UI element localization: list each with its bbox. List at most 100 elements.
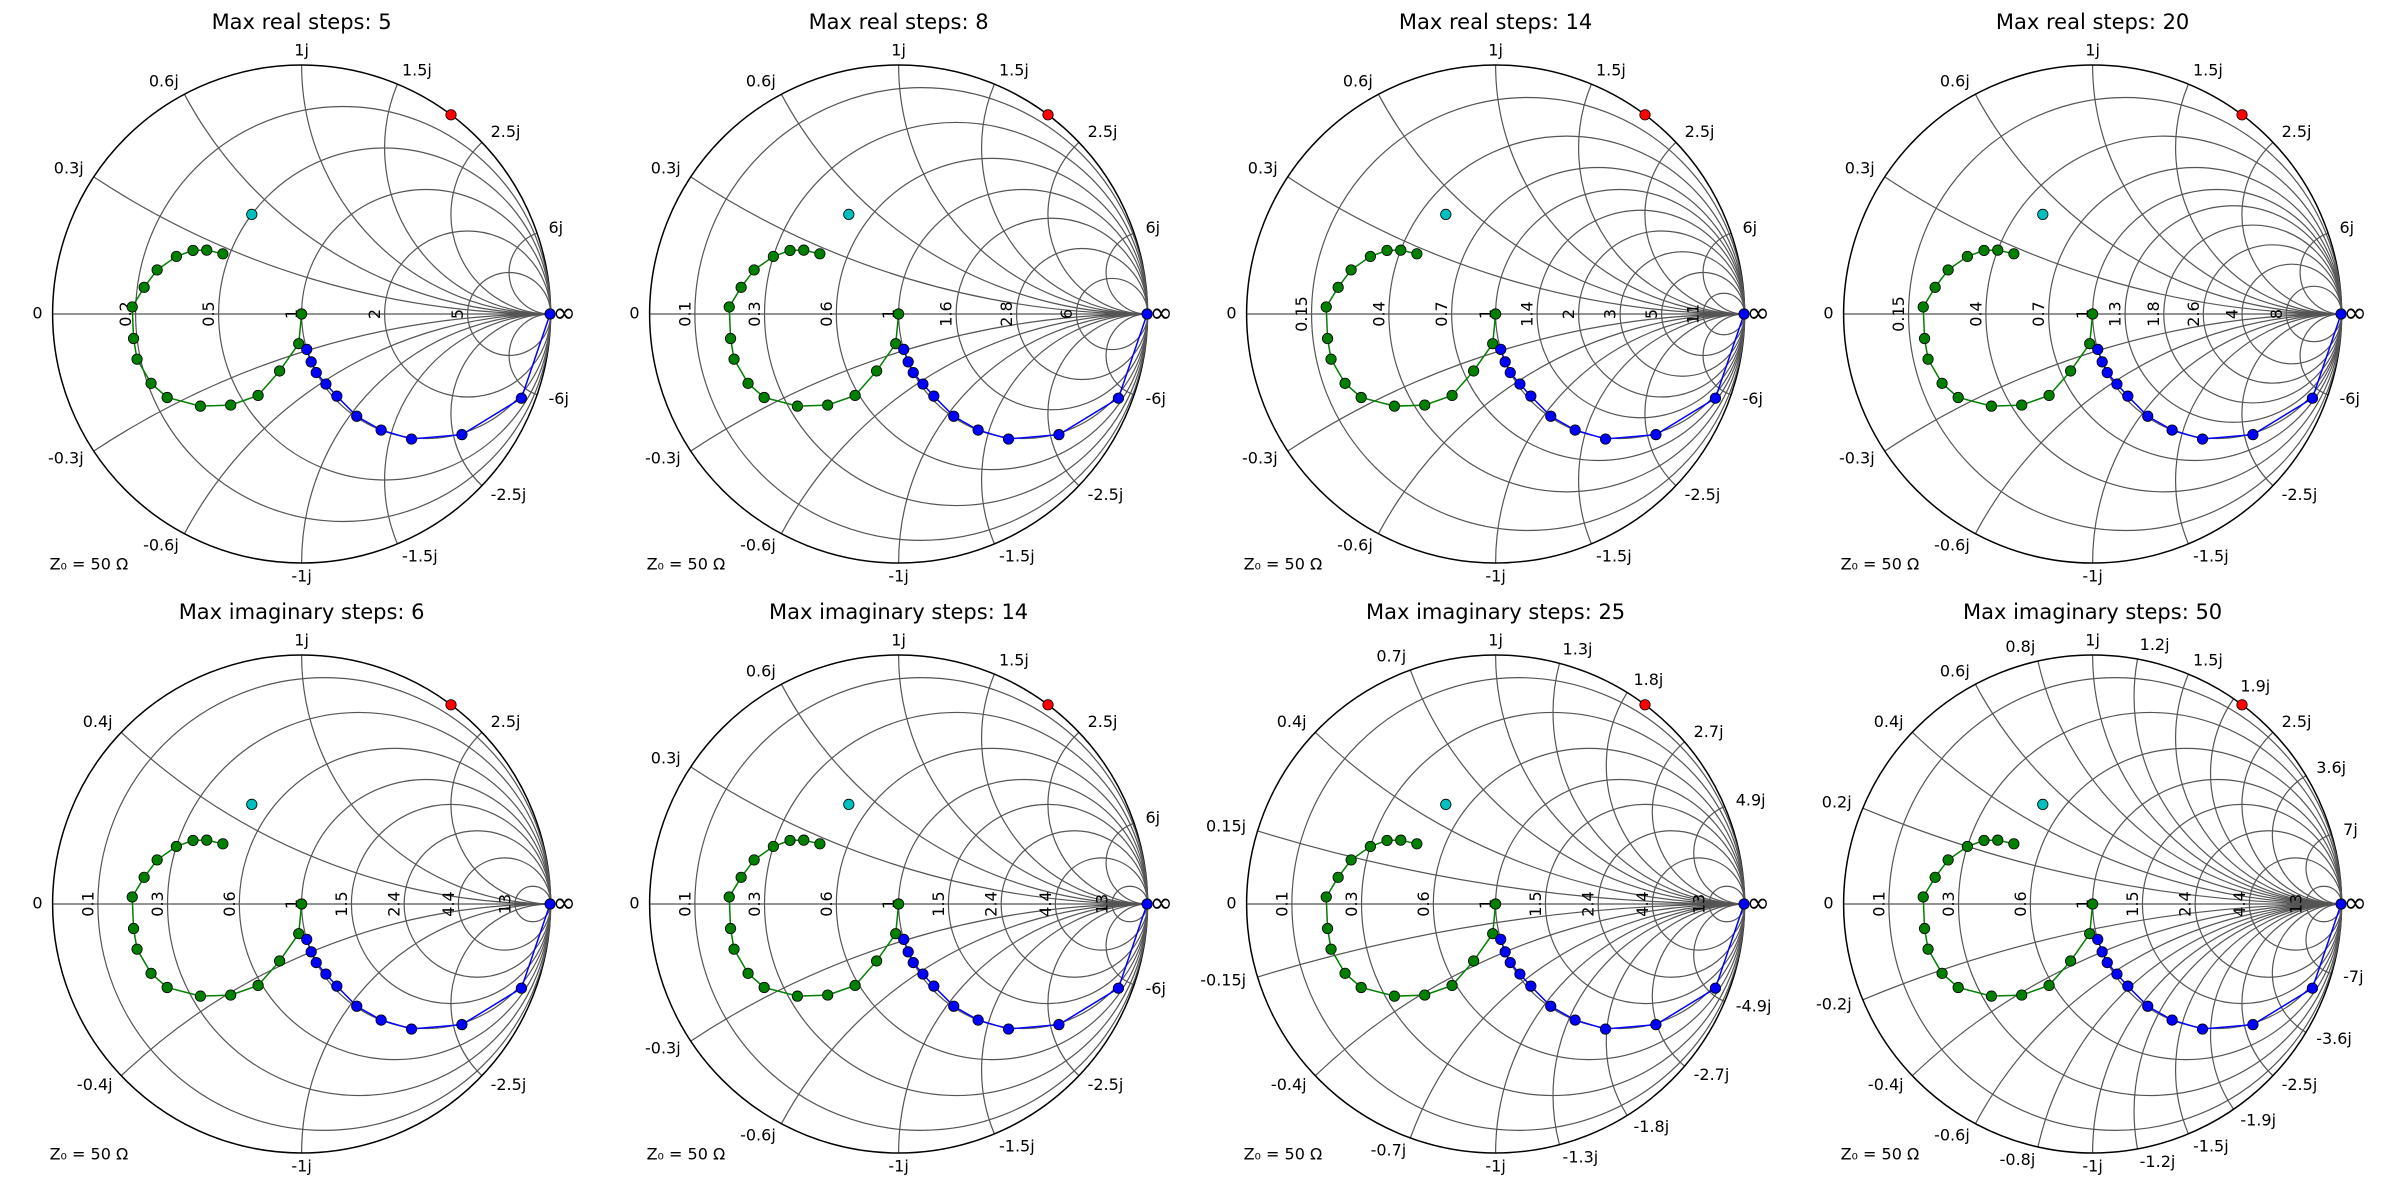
reactance-grid-line	[1047, 313, 1148, 487]
data-point	[405, 1023, 418, 1035]
data-point	[2247, 1019, 2259, 1031]
imag-tick-label: -0.6j	[740, 1126, 776, 1145]
impedance-label: Z₀ = 50 Ω	[1841, 555, 1920, 574]
reactance-grid-line	[1495, 313, 1745, 564]
data-point	[1388, 990, 1401, 1002]
data-point	[2196, 1023, 2209, 1035]
reactance-grid-line	[1314, 903, 1745, 1077]
imag-tick-label: 2.5j	[2282, 712, 2312, 731]
data-point	[310, 956, 322, 969]
data-point	[515, 392, 528, 404]
data-point	[917, 968, 929, 980]
reactance-grid-line	[2299, 313, 2342, 396]
data-point	[2142, 410, 2154, 422]
data-point	[791, 990, 804, 1002]
data-point	[1738, 308, 1750, 320]
imag-tick-label: -0.3j	[645, 448, 681, 467]
imag-tick-label: -2.5j	[491, 1075, 527, 1094]
data-point	[2111, 968, 2123, 980]
reactance-grid-line	[450, 731, 551, 905]
data-point	[1345, 264, 1357, 276]
reactance-grid-line	[690, 766, 1148, 905]
imag-tick-label: -2.5j	[2282, 485, 2318, 504]
data-point	[728, 353, 740, 365]
data-point	[252, 979, 264, 992]
reactance-grid-line	[981, 903, 1148, 1135]
real-tick-label: 1.5	[332, 891, 351, 916]
imag-tick-label: -2.5j	[1088, 1075, 1124, 1094]
imag-tick-label: 1j	[1488, 41, 1503, 60]
data-point	[274, 955, 286, 967]
data-point	[1504, 366, 1516, 379]
real-tick-label: 0.6	[220, 891, 239, 916]
data-point	[301, 933, 313, 945]
data-point	[187, 834, 199, 847]
imag-tick-label: 1j	[1488, 631, 1503, 650]
imag-tick-label: -1j	[291, 1157, 311, 1176]
real-tick-label: 0.5	[199, 301, 218, 326]
data-point	[1952, 391, 1964, 404]
imag-tick-label: -1.5j	[2193, 1136, 2229, 1155]
imag-tick-label: -1j	[888, 1157, 908, 1176]
real-tick-label: 2.4	[385, 891, 404, 916]
data-point	[972, 424, 984, 436]
reactance-grid-line	[1651, 741, 1745, 905]
data-point	[301, 343, 313, 355]
data-point	[784, 834, 796, 847]
imag-tick-label: 1.5j	[1596, 61, 1626, 80]
impedance-label: Z₀ = 50 Ω	[1244, 1145, 1323, 1164]
reactance-grid-line	[2092, 64, 2342, 315]
data-point	[2111, 378, 2123, 390]
data-point	[1992, 244, 2004, 256]
data-point	[1446, 979, 1458, 992]
reactance-grid-line	[2241, 903, 2342, 1077]
imag-tick-label: -4.9j	[1736, 997, 1772, 1016]
reactance-grid-line	[1314, 731, 1745, 905]
reactance-grid-line	[2175, 673, 2342, 905]
data-point	[351, 410, 363, 422]
reactance-grid-line	[1257, 903, 1745, 978]
data-point	[2092, 343, 2104, 355]
imag-tick-label: 0.3j	[54, 159, 84, 178]
imag-tick-label: -0.6j	[1337, 536, 1373, 555]
data-point	[2335, 898, 2347, 910]
reactance-grid-line	[301, 313, 551, 564]
imag-tick-label: 0.2j	[1822, 792, 1852, 811]
data-point	[1490, 308, 1502, 320]
imag-tick-label: 0.3j	[1248, 159, 1278, 178]
real-tick-label: 13	[1690, 894, 1709, 914]
reactance-grid-line	[2133, 658, 2342, 905]
data-point	[898, 343, 910, 355]
reactance-grid-line	[1644, 313, 1745, 487]
data-point	[2101, 956, 2113, 969]
real-tick-label: 1.3	[2106, 301, 2125, 326]
imag-tick-label: -0.4j	[1271, 1075, 1307, 1094]
data-point	[320, 968, 332, 980]
real-tick-label: 13	[1093, 894, 1112, 914]
real-tick-label: 2.4	[982, 891, 1001, 916]
reactance-grid-line	[1974, 313, 2342, 534]
data-point	[2166, 424, 2178, 436]
reactance-grid-line	[120, 731, 551, 905]
data-point	[1141, 898, 1153, 910]
data-point	[2096, 946, 2108, 958]
data-point	[948, 1000, 960, 1012]
data-point	[822, 399, 834, 411]
data-point	[1929, 281, 1941, 293]
real-tick-label: 6	[1057, 309, 1076, 319]
data-point	[1918, 922, 1931, 935]
data-point	[1929, 871, 1941, 883]
smith-chart: Max real steps: 14 0.3j 0.6j 1j 1.5j 2.5j 6j -0…	[1226, 10, 1770, 586]
imag-tick-label: 0.15j	[1206, 816, 1246, 835]
real-tick-label: 2.4	[2176, 891, 2195, 916]
data-point	[892, 308, 905, 320]
data-point	[305, 356, 317, 368]
data-point	[798, 834, 810, 846]
reactance-grid-line	[1911, 731, 2342, 905]
data-point	[1514, 378, 1526, 390]
real-tick-label: 0.15	[1889, 296, 1908, 332]
reactance-grid-line	[690, 176, 1148, 315]
real-tick-label: 5	[1642, 309, 1661, 319]
real-tick-label: 0	[32, 304, 42, 323]
real-tick-label: 0.6	[2011, 891, 2030, 916]
